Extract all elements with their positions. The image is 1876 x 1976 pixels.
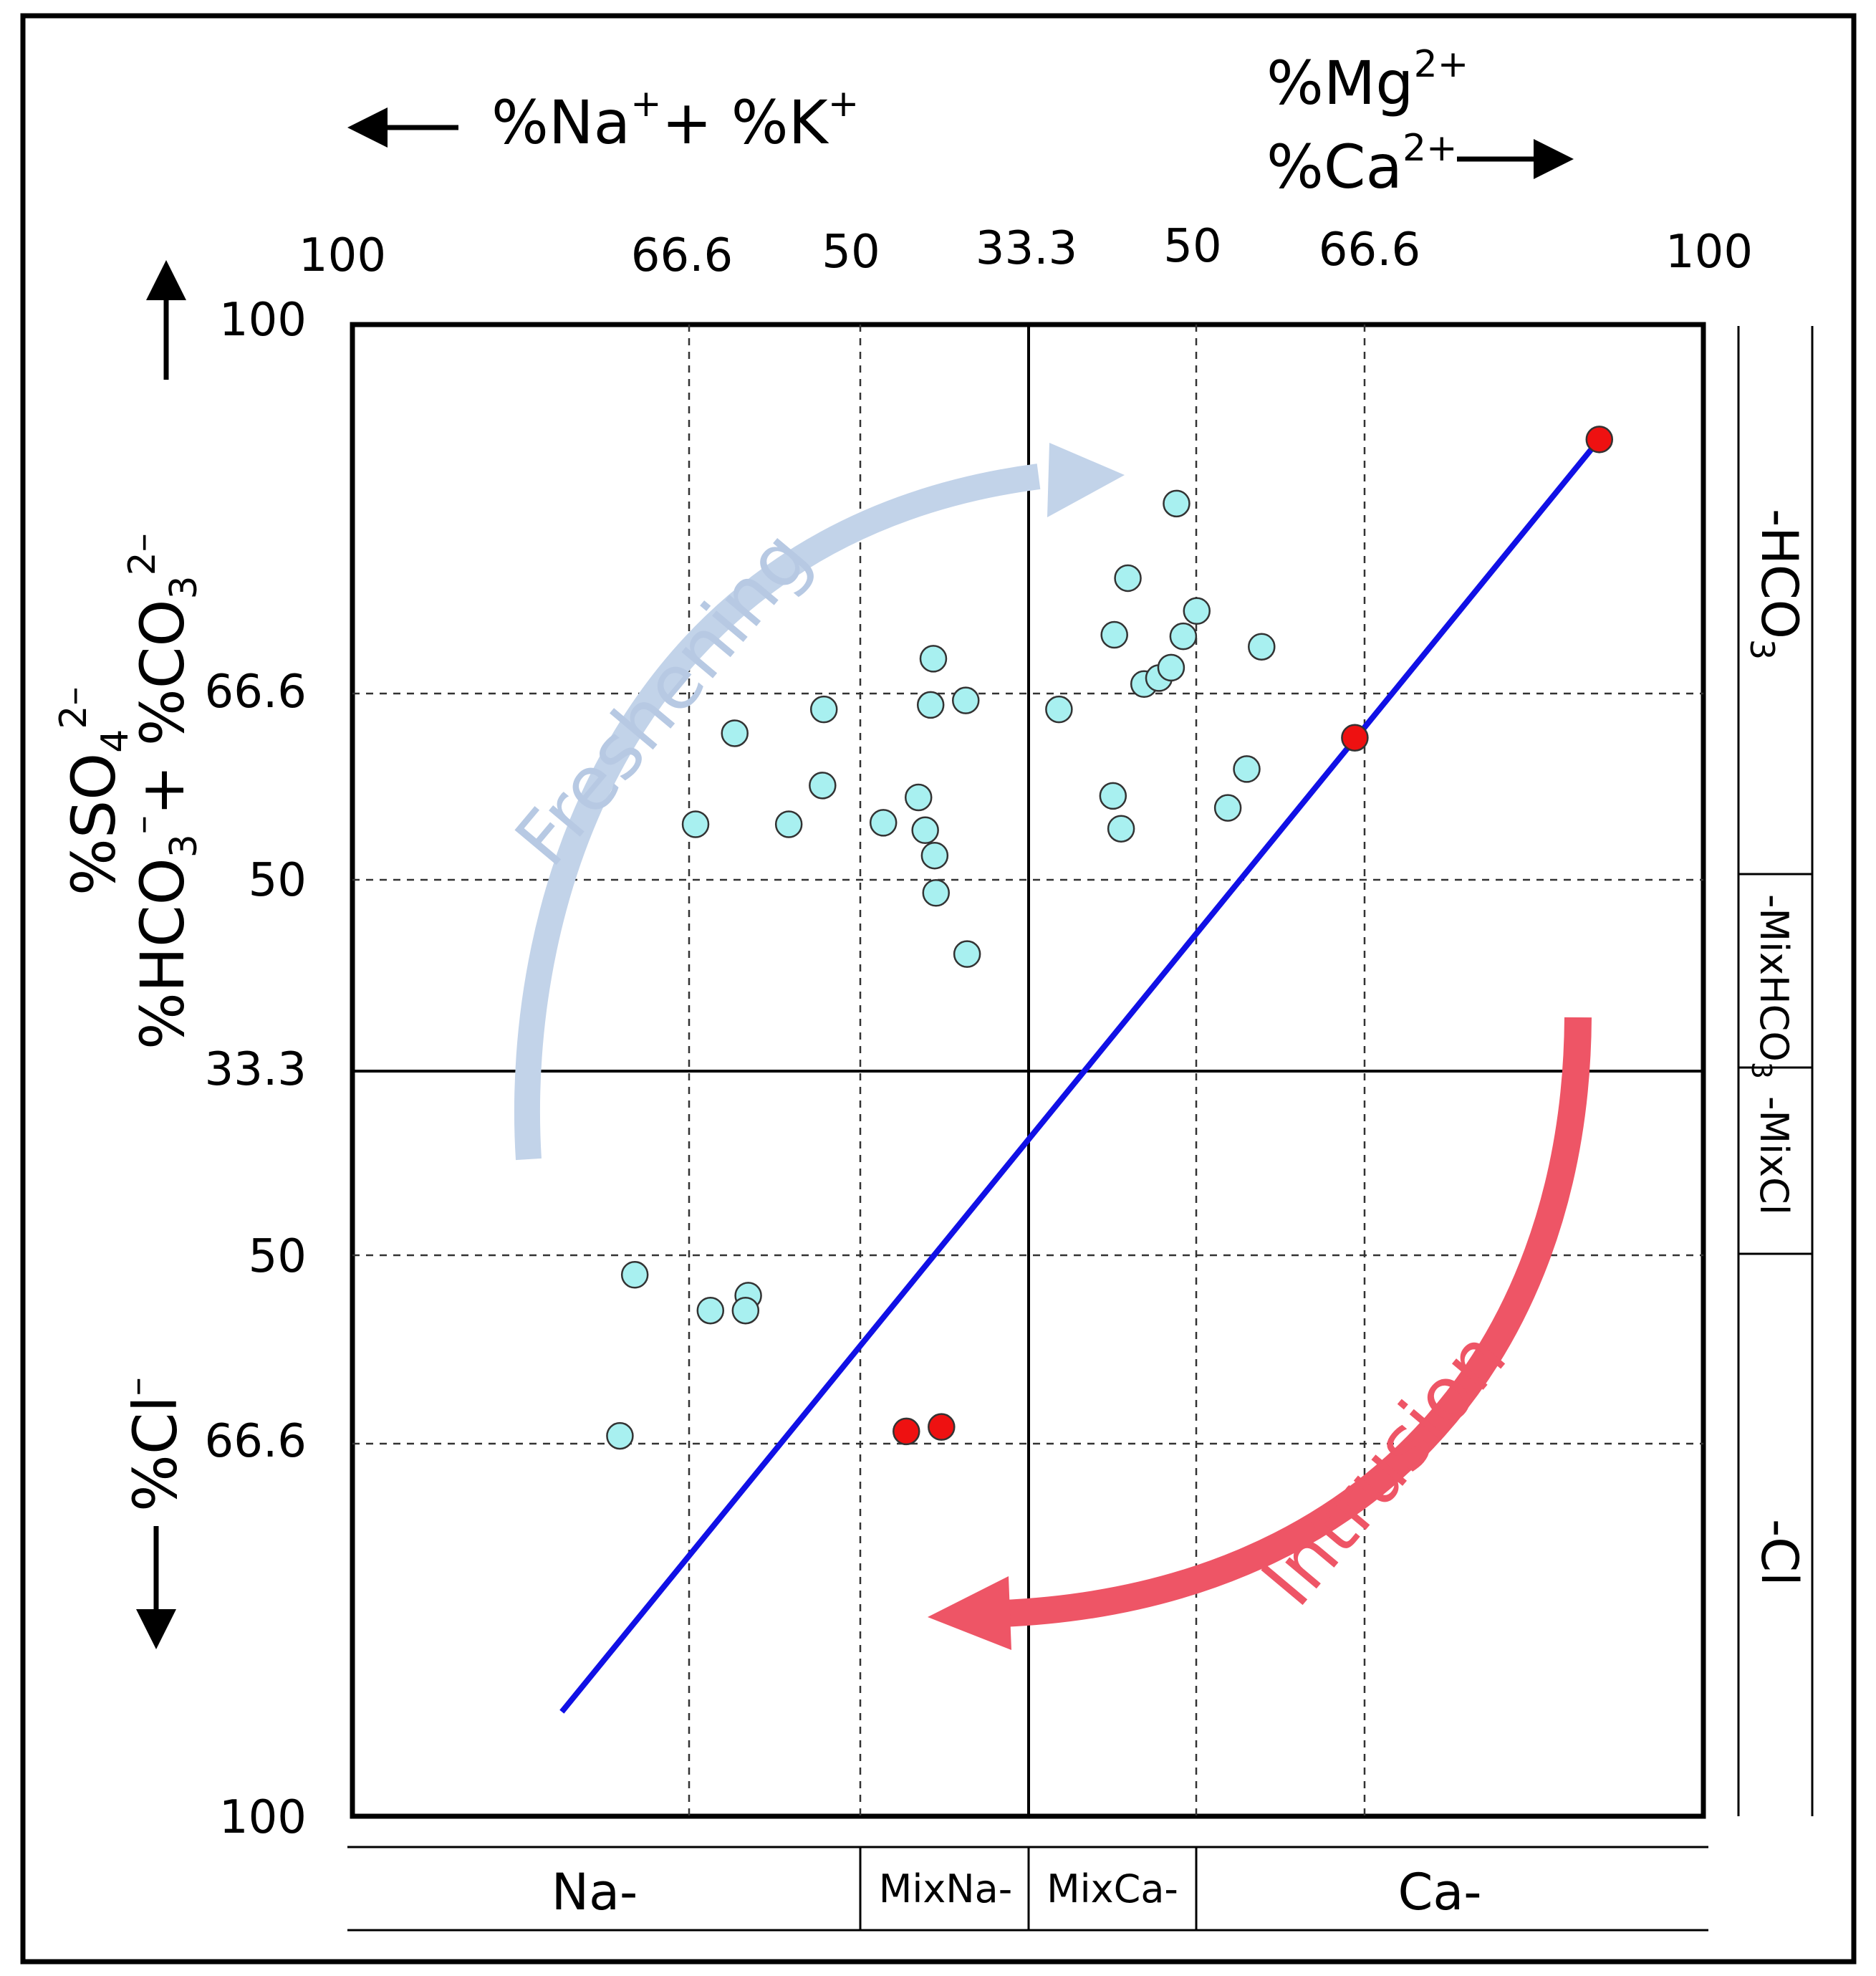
sample-point-8 bbox=[951, 686, 980, 714]
zone-mixca: MixCa- bbox=[1047, 1866, 1178, 1912]
sample-point-21 bbox=[869, 809, 898, 837]
intrusion-arrow-shaft bbox=[1002, 1017, 1592, 1627]
sample-point-17 bbox=[1233, 755, 1261, 783]
highlighted-point-2 bbox=[893, 1417, 920, 1446]
sample-point-32 bbox=[606, 1421, 634, 1450]
freshening-arrow-head bbox=[1047, 443, 1125, 517]
intrusion-arrow-head bbox=[928, 1576, 1011, 1650]
label-na-k-sup1: + bbox=[630, 82, 662, 125]
zone-hco3-sub: 3 bbox=[1743, 639, 1781, 660]
label-so4: %SO42– bbox=[52, 687, 137, 896]
zone-hco3-main: -HCO bbox=[1750, 509, 1809, 639]
left-tick-66-upper: 66.6 bbox=[205, 666, 307, 719]
top-tick-50-left: 50 bbox=[822, 226, 880, 279]
highlighted-point-1 bbox=[1341, 724, 1369, 752]
label-hco3-sub: 3 bbox=[163, 834, 206, 858]
zone-hco3: -HCO3 bbox=[1743, 509, 1809, 660]
zone-mixhco3-main: -MixHCO bbox=[1751, 894, 1796, 1062]
sample-point-7 bbox=[916, 691, 945, 719]
label-na-k-sup2: + bbox=[828, 82, 860, 125]
zone-ca: Ca- bbox=[1398, 1863, 1481, 1922]
label-so4-sup: 2– bbox=[52, 687, 95, 729]
zone-cl: -Cl bbox=[1750, 1519, 1809, 1586]
label-hco3-co3: %HCO3–+ %CO32– bbox=[121, 533, 206, 1050]
highlighted-point-3 bbox=[928, 1413, 956, 1441]
top-tick-66-right: 66.6 bbox=[1319, 224, 1421, 277]
label-ca-main: %Ca bbox=[1266, 132, 1403, 202]
label-co3-main: + %CO bbox=[128, 599, 198, 815]
label-hco3-sup: – bbox=[121, 815, 164, 834]
zone-mixhco3: -MixHCO3 bbox=[1746, 894, 1796, 1079]
highlighted-point-0 bbox=[1585, 426, 1614, 454]
left-tick-50-lower: 50 bbox=[249, 1230, 307, 1283]
left-tick-100-top: 100 bbox=[219, 294, 307, 347]
sample-point-23 bbox=[774, 810, 803, 838]
label-na-k: %Na++ %K+ bbox=[491, 82, 859, 158]
label-ca: %Ca2+ bbox=[1266, 127, 1458, 202]
left-tick-33: 33.3 bbox=[205, 1043, 307, 1096]
label-co3-sub: 3 bbox=[163, 575, 206, 599]
label-co3-sup: 2– bbox=[121, 533, 164, 575]
right-zone-bar bbox=[1737, 326, 1814, 1816]
sample-point-31 bbox=[731, 1296, 760, 1325]
sample-point-25 bbox=[920, 841, 949, 870]
sample-point-28 bbox=[620, 1260, 649, 1289]
sample-point-18 bbox=[1213, 794, 1242, 822]
label-hco3-main: %HCO bbox=[128, 858, 198, 1050]
sample-point-27 bbox=[953, 940, 981, 968]
label-so4-main: %SO bbox=[59, 753, 129, 896]
left-tick-100-bottom: 100 bbox=[219, 1791, 307, 1844]
sample-point-14 bbox=[721, 719, 749, 747]
bottom-zone-bar bbox=[347, 1846, 1708, 1932]
label-na-k-mid: + %K bbox=[662, 87, 829, 158]
sample-point-11 bbox=[1157, 653, 1185, 682]
sample-point-16 bbox=[904, 783, 933, 812]
sample-point-6 bbox=[919, 645, 948, 673]
sample-point-5 bbox=[1248, 633, 1276, 661]
left-tick-labels: 100 66.6 50 33.3 50 66.6 100 bbox=[205, 294, 307, 1844]
sample-point-3 bbox=[1183, 597, 1211, 625]
mixing-line-layer bbox=[559, 437, 1602, 1714]
left-tick-50-upper: 50 bbox=[249, 854, 307, 907]
top-tick-50-right: 50 bbox=[1163, 220, 1221, 273]
zone-mixhco3-sub: 3 bbox=[1746, 1062, 1777, 1079]
sample-point-20 bbox=[1107, 815, 1135, 843]
points-layer bbox=[606, 426, 1614, 1450]
label-ca-sup: 2+ bbox=[1403, 127, 1458, 170]
label-cl: %Cl– bbox=[115, 1377, 191, 1512]
sample-point-26 bbox=[922, 878, 951, 907]
sample-point-4 bbox=[1169, 622, 1198, 651]
sample-point-1 bbox=[1114, 564, 1142, 593]
left-tick-66-lower: 66.6 bbox=[205, 1415, 307, 1468]
label-mg-main: %Mg bbox=[1266, 48, 1414, 118]
label-cl-sup: – bbox=[115, 1377, 158, 1396]
label-cl-main: %Cl bbox=[120, 1396, 191, 1512]
sample-point-19 bbox=[1099, 782, 1127, 810]
sample-point-29 bbox=[696, 1296, 725, 1325]
zone-mixna: MixNa- bbox=[879, 1866, 1013, 1912]
top-tick-33: 33.3 bbox=[976, 222, 1078, 275]
sample-point-12 bbox=[1045, 695, 1073, 724]
label-so4-sub: 4 bbox=[94, 729, 137, 753]
zone-na: Na- bbox=[552, 1863, 638, 1922]
top-tick-labels: 100 66.6 50 33.3 50 66.6 100 bbox=[299, 220, 1753, 282]
sample-point-22 bbox=[911, 816, 939, 845]
top-tick-66-left: 66.6 bbox=[631, 229, 733, 282]
zone-mixcl: -MixCl bbox=[1751, 1096, 1796, 1215]
sample-point-15 bbox=[809, 772, 837, 800]
top-tick-100-left: 100 bbox=[299, 229, 386, 282]
sample-point-13 bbox=[809, 695, 838, 724]
freshening-arrow-shaft bbox=[514, 464, 1041, 1161]
top-tick-100-right: 100 bbox=[1665, 226, 1753, 279]
sample-point-24 bbox=[681, 810, 710, 838]
label-na-k-main: %Na bbox=[491, 87, 630, 158]
mixing-line bbox=[559, 437, 1602, 1714]
label-mg: %Mg2+ bbox=[1266, 43, 1468, 118]
sample-point-0 bbox=[1163, 489, 1190, 518]
label-mg-sup: 2+ bbox=[1414, 43, 1469, 86]
sample-point-2 bbox=[1100, 620, 1128, 649]
